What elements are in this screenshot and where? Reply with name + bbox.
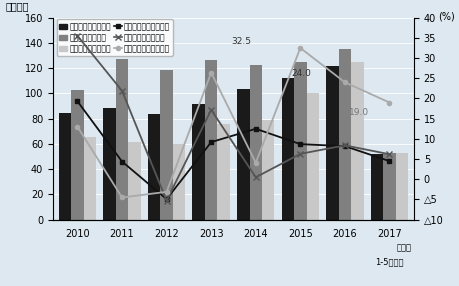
Bar <box>325 66 338 220</box>
Text: 19.0: 19.0 <box>348 108 369 117</box>
Bar <box>173 144 185 220</box>
Bar <box>350 62 363 220</box>
Bar <box>84 137 96 220</box>
Bar <box>293 62 306 220</box>
Y-axis label: (%): (%) <box>437 12 454 22</box>
Bar <box>71 90 84 220</box>
Bar <box>103 108 116 220</box>
Text: 1-5（月）: 1-5（月） <box>375 257 403 266</box>
Bar <box>116 59 128 220</box>
Bar <box>192 104 205 220</box>
Bar <box>160 70 173 220</box>
Y-axis label: （万台）: （万台） <box>5 2 28 12</box>
Bar <box>338 49 350 220</box>
Bar <box>395 153 407 220</box>
Text: 32.5: 32.5 <box>231 37 251 46</box>
Bar <box>148 114 160 220</box>
Legend: トヨタ台数（左軸）, 日産台数（左軸）, ホンダ台数（左軸）, トヨタ伸び率（右軸）, 日産伸び率（右軸）, ホンダ伸び率（右軸）: トヨタ台数（左軸）, 日産台数（左軸）, ホンダ台数（左軸）, トヨタ伸び率（右… <box>56 19 173 56</box>
Bar <box>217 124 230 220</box>
Bar <box>236 90 249 220</box>
Bar <box>128 142 140 220</box>
Bar <box>59 113 71 220</box>
Bar <box>249 65 262 220</box>
Bar <box>370 154 382 220</box>
Bar <box>281 78 293 220</box>
Bar <box>382 152 395 220</box>
Bar <box>205 60 217 220</box>
Text: （年）: （年） <box>396 243 410 252</box>
Bar <box>262 120 274 220</box>
Bar <box>306 93 319 220</box>
Text: 24.0: 24.0 <box>291 69 311 78</box>
